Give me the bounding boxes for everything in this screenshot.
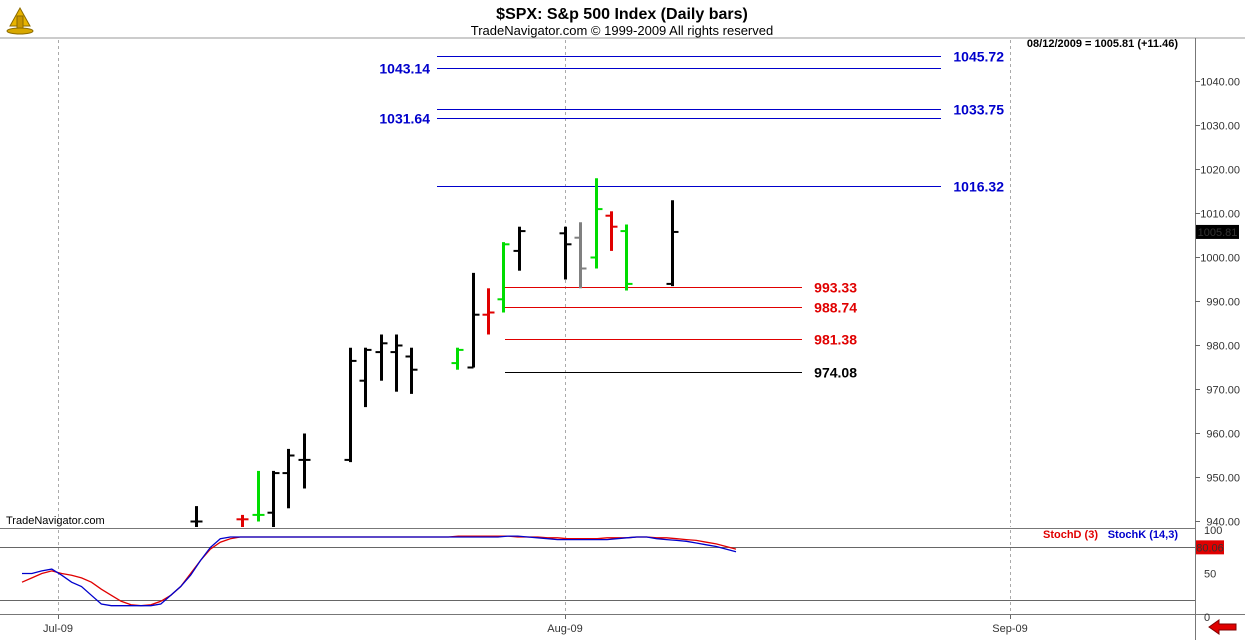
- legend-stochk: StochK (14,3): [1108, 529, 1179, 541]
- level-label: 988.74: [814, 300, 857, 316]
- fib-levels: 1045.72 1043.14 1033.75 1031.64 1016.32 993.3…: [379, 49, 1004, 381]
- price-tick-label: 980.00: [1206, 341, 1240, 353]
- gridlines: [58, 40, 1011, 613]
- ohlc-bar: [252, 470, 265, 522]
- ohlc-bar: [405, 347, 418, 394]
- price-tick-label: 970.00: [1206, 385, 1240, 397]
- price-tick-label: 990.00: [1206, 297, 1240, 309]
- price-bars: [190, 178, 679, 527]
- copyright-text: TradeNavigator.com © 1999-2009 All right…: [471, 23, 773, 38]
- ohlc-bar: [267, 470, 280, 527]
- level-label: 1031.64: [379, 111, 430, 127]
- chart-title: $SPX: S&p 500 Index (Daily bars): [496, 6, 748, 23]
- level-label: 1016.32: [953, 179, 1004, 195]
- price-tick-label: 1010.00: [1200, 209, 1240, 221]
- ohlc-bar: [590, 178, 603, 269]
- scroll-left-arrow-icon[interactable]: [1208, 619, 1237, 635]
- price-tick-label: 1000.00: [1200, 253, 1240, 265]
- stoch-line: [22, 535, 737, 607]
- time-axis: Jul-09 Aug-09 Sep-09: [43, 615, 1028, 635]
- last-price-label: 1005.81: [1198, 227, 1238, 239]
- stoch-line: [21, 535, 737, 607]
- ohlc-bar: [390, 334, 403, 392]
- ohlc-bar: [190, 506, 203, 527]
- stoch-tick-label: 0: [1204, 612, 1210, 624]
- price-tick-label: 1030.00: [1200, 121, 1240, 133]
- ohlc-bar: [359, 347, 372, 408]
- last-price-box: [1196, 224, 1239, 239]
- stoch-tick-label: 100: [1204, 525, 1222, 537]
- price-tick-label: 950.00: [1206, 473, 1240, 485]
- price-axis: 940.00 950.00 960.00 970.00 980.00 990.00 1000…: [1195, 77, 1240, 529]
- ohlc-bar: [559, 226, 572, 280]
- level-label: 1045.72: [953, 49, 1004, 65]
- time-tick-label: Aug-09: [547, 623, 582, 635]
- ohlc-bar: [513, 226, 526, 271]
- price-tick-label: 1040.00: [1200, 77, 1240, 89]
- ohlc-bar: [620, 224, 633, 291]
- ohlc-bar: [344, 347, 357, 463]
- ohlc-bar: [375, 334, 388, 381]
- ohlc-bar: [282, 448, 295, 509]
- ohlc-bar: [451, 347, 464, 370]
- stoch-tick-label: 50: [1204, 569, 1216, 581]
- level-label: 1043.14: [379, 61, 430, 77]
- ohlc-bar: [298, 433, 311, 489]
- stoch-value-label: 80.06: [1196, 542, 1224, 554]
- ohlc-bar: [236, 514, 249, 527]
- time-tick-label: Sep-09: [992, 623, 1027, 635]
- price-tick-label: 960.00: [1206, 429, 1240, 441]
- watermark-text: TradeNavigator.com: [6, 515, 105, 527]
- ohlc-bar: [482, 288, 495, 335]
- price-tick-label: 940.00: [1206, 517, 1240, 529]
- stochastic-axis: 0 50 100 80.06: [1196, 525, 1224, 624]
- ohlc-bar: [666, 200, 679, 287]
- stochastic-panel: [0, 535, 1195, 607]
- ohlc-bar: [574, 222, 587, 289]
- time-tick-label: Jul-09: [43, 623, 73, 635]
- price-tick-label: 1020.00: [1200, 165, 1240, 177]
- level-label: 1033.75: [953, 102, 1004, 118]
- panel-frames: [0, 37, 1245, 640]
- ohlc-bar: [467, 272, 480, 369]
- status-text: 08/12/2009 = 1005.81 (+11.46): [1027, 38, 1178, 50]
- ohlc-bar: [605, 211, 618, 251]
- level-label: 974.08: [814, 365, 857, 381]
- logo-icon: [4, 6, 36, 35]
- stoch-value-box: [1196, 540, 1224, 555]
- legend-stochd: StochD (3): [1043, 529, 1098, 541]
- level-label: 981.38: [814, 332, 857, 348]
- level-label: 993.33: [814, 280, 857, 296]
- ohlc-bar: [497, 242, 510, 313]
